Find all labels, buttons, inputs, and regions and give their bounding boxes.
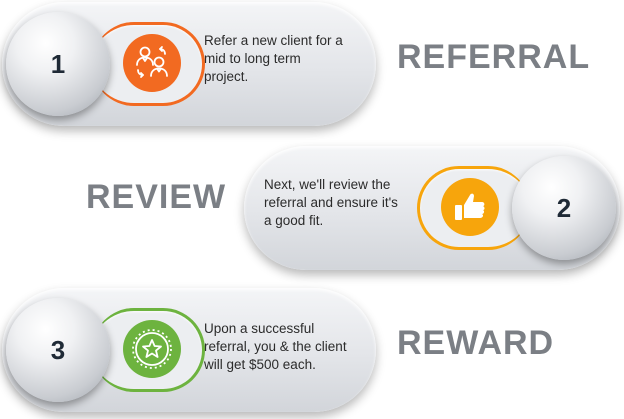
step-1-number: 1 — [50, 48, 66, 79]
step-2-label: REVIEW — [86, 178, 227, 216]
step-3-description: Upon a successful referral, you & the cl… — [204, 321, 347, 372]
step-3-number: 3 — [50, 334, 66, 365]
step-3-number-ball: 3 — [6, 298, 110, 402]
step-2-number-ball: 2 — [512, 156, 616, 260]
star-badge-icon — [123, 320, 181, 378]
step-1-label: REFERRAL — [397, 38, 591, 76]
referral-people-icon — [123, 34, 181, 92]
step-2-card: 2 Next, we'll review the referral and en… — [244, 146, 620, 270]
step-1-card: 1 Refer a new client for a mid to long t… — [2, 2, 376, 126]
step-1-number-ball: 1 — [6, 12, 110, 116]
step-3-label: REWARD — [397, 324, 555, 362]
step-3-card: 3 Upon a successful referral, you & the … — [2, 288, 376, 412]
step-1-description: Refer a new client for a mid to long ter… — [204, 33, 343, 84]
thumbs-up-icon — [441, 178, 499, 236]
step-2-number: 2 — [556, 192, 572, 223]
step-2-description: Next, we'll review the referral and ensu… — [264, 177, 398, 228]
